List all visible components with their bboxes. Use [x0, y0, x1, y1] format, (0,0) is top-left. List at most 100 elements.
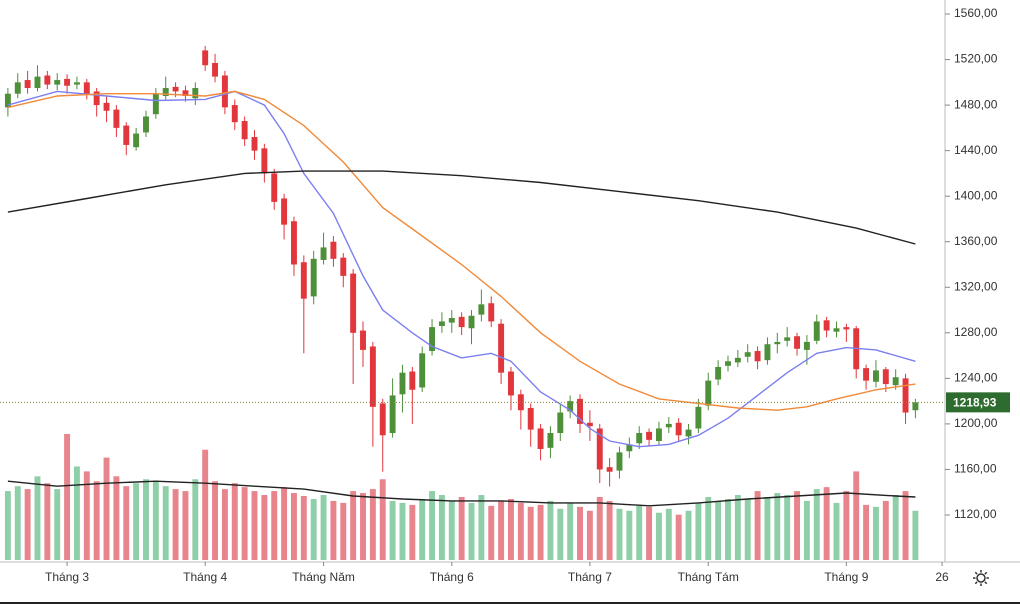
volume-bar — [912, 510, 919, 560]
candle-body — [212, 62, 219, 77]
plot-area — [0, 45, 945, 560]
volume-bar — [419, 498, 426, 560]
volume-bar — [813, 489, 820, 560]
candle-body — [64, 78, 71, 86]
volume-bar — [794, 491, 800, 560]
candle-body — [596, 428, 603, 470]
volume-bar — [586, 510, 593, 560]
volume-bar — [468, 502, 475, 560]
volume-bar — [527, 506, 534, 560]
volume-bar — [646, 506, 653, 560]
volume-bar — [557, 508, 564, 560]
volume-bar — [133, 483, 140, 560]
volume-bar — [448, 500, 455, 560]
volume-bar — [202, 449, 209, 560]
candle-body — [586, 422, 593, 427]
y-tick-label: 1240,00 — [954, 371, 998, 385]
candle-body — [231, 105, 238, 123]
candle-body — [833, 328, 840, 332]
candle-body — [616, 452, 623, 471]
volume-bar — [409, 504, 416, 560]
volume-bar — [725, 498, 731, 560]
candle-body — [784, 337, 791, 341]
candle-body — [725, 361, 731, 366]
volume-bar — [774, 493, 781, 560]
candle-body — [340, 257, 347, 276]
candle-body — [419, 353, 426, 388]
candle-body — [675, 422, 682, 436]
candle-body — [34, 76, 41, 89]
volume-bar — [281, 487, 288, 560]
candle-body — [438, 321, 445, 326]
candle-body — [310, 258, 317, 297]
volume-bar — [567, 502, 574, 560]
candle-body — [823, 320, 830, 331]
settings-icon[interactable] — [973, 570, 989, 586]
candle-body — [350, 273, 357, 333]
moving-average-line — [7, 170, 916, 245]
volume-bar — [83, 471, 90, 560]
candle-body — [744, 352, 751, 357]
candle-body — [320, 247, 327, 260]
volume-bar — [596, 496, 603, 560]
candle-body — [488, 303, 495, 322]
candle-body — [389, 395, 396, 434]
candle-body — [468, 315, 475, 329]
candle-body — [754, 351, 761, 362]
candle-body — [892, 377, 899, 386]
volume-bar — [221, 489, 228, 560]
candle-body — [863, 368, 870, 381]
volume-bar — [744, 498, 751, 560]
volume-bar — [152, 481, 159, 560]
candle-body — [399, 372, 406, 395]
candle-body — [152, 93, 159, 115]
candle-body — [261, 148, 268, 174]
y-tick-label: 1320,00 — [954, 279, 998, 293]
volume-bar — [143, 479, 149, 560]
volume-bar — [14, 486, 21, 560]
candle-body — [882, 369, 889, 385]
volume-bar — [340, 502, 347, 560]
volume-bar — [734, 495, 741, 560]
volume-bar — [823, 487, 830, 560]
volume-bar — [300, 496, 307, 560]
candle-body — [715, 366, 722, 380]
volume-bar — [833, 502, 840, 560]
candle-body — [24, 80, 31, 89]
volume-bar — [123, 486, 130, 560]
candle-body — [123, 125, 130, 145]
volume-bar — [754, 491, 761, 560]
volume-bar — [290, 493, 297, 560]
volume-bar — [231, 483, 238, 560]
candle-body — [557, 412, 564, 434]
volume-bar — [360, 493, 366, 560]
volume-bar — [369, 489, 376, 560]
candle-body — [606, 467, 613, 472]
volume-bar — [705, 496, 712, 560]
candle-body — [517, 394, 524, 411]
candle-body — [369, 346, 376, 407]
volume-bar — [843, 491, 850, 560]
volume-bar — [4, 491, 11, 560]
candle-body — [508, 371, 514, 396]
candle-body — [774, 341, 781, 345]
candle-body — [192, 88, 199, 99]
volume-bar — [616, 508, 623, 560]
y-tick-label: 1200,00 — [954, 416, 998, 430]
candle-body — [527, 407, 534, 430]
volume-bar — [902, 491, 909, 560]
volume-bar — [715, 500, 722, 560]
candle-body — [300, 262, 307, 299]
last-price-box — [946, 392, 1010, 413]
x-tick-label: Tháng 3 — [45, 570, 89, 584]
volume-bar — [488, 505, 495, 560]
y-tick-label: 1400,00 — [954, 188, 998, 202]
volume-bar — [34, 476, 41, 560]
y-tick-label: 1360,00 — [954, 234, 998, 248]
candle-body — [93, 91, 100, 106]
volume-bar — [537, 504, 544, 560]
volume-bar — [162, 486, 169, 560]
candle-body — [734, 357, 741, 363]
candle-body — [478, 304, 485, 315]
volume-bar — [113, 476, 120, 560]
